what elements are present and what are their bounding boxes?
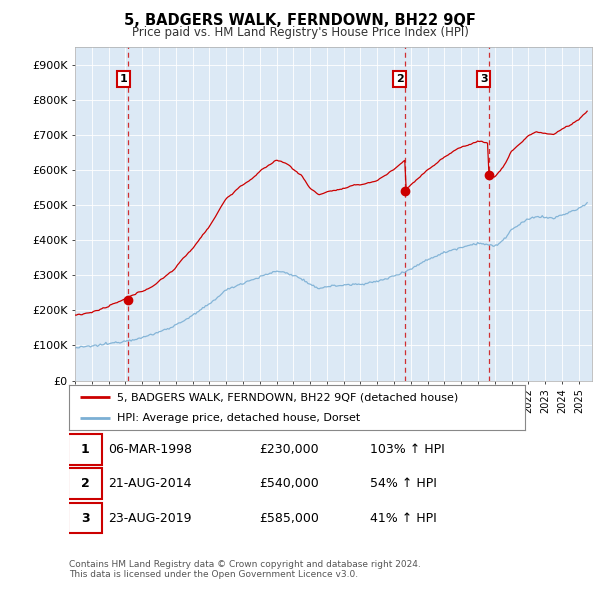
Text: Contains HM Land Registry data © Crown copyright and database right 2024.
This d: Contains HM Land Registry data © Crown c…: [69, 560, 421, 579]
Text: 06-MAR-1998: 06-MAR-1998: [109, 443, 193, 456]
FancyBboxPatch shape: [68, 434, 102, 465]
Text: 41% ↑ HPI: 41% ↑ HPI: [370, 512, 437, 525]
Text: 5, BADGERS WALK, FERNDOWN, BH22 9QF (detached house): 5, BADGERS WALK, FERNDOWN, BH22 9QF (det…: [117, 392, 458, 402]
Text: £585,000: £585,000: [259, 512, 319, 525]
Text: 1: 1: [119, 74, 127, 84]
Text: 1: 1: [81, 443, 89, 456]
Text: 103% ↑ HPI: 103% ↑ HPI: [370, 443, 445, 456]
Text: 5, BADGERS WALK, FERNDOWN, BH22 9QF: 5, BADGERS WALK, FERNDOWN, BH22 9QF: [124, 13, 476, 28]
Text: 2: 2: [81, 477, 89, 490]
Text: 21-AUG-2014: 21-AUG-2014: [109, 477, 192, 490]
Text: Price paid vs. HM Land Registry's House Price Index (HPI): Price paid vs. HM Land Registry's House …: [131, 26, 469, 39]
Text: £230,000: £230,000: [259, 443, 319, 456]
Text: £540,000: £540,000: [259, 477, 319, 490]
Text: 2: 2: [396, 74, 404, 84]
Text: HPI: Average price, detached house, Dorset: HPI: Average price, detached house, Dors…: [117, 412, 360, 422]
FancyBboxPatch shape: [68, 468, 102, 499]
FancyBboxPatch shape: [68, 503, 102, 533]
Text: 23-AUG-2019: 23-AUG-2019: [109, 512, 192, 525]
Text: 3: 3: [480, 74, 488, 84]
Text: 3: 3: [81, 512, 89, 525]
Text: 54% ↑ HPI: 54% ↑ HPI: [370, 477, 437, 490]
